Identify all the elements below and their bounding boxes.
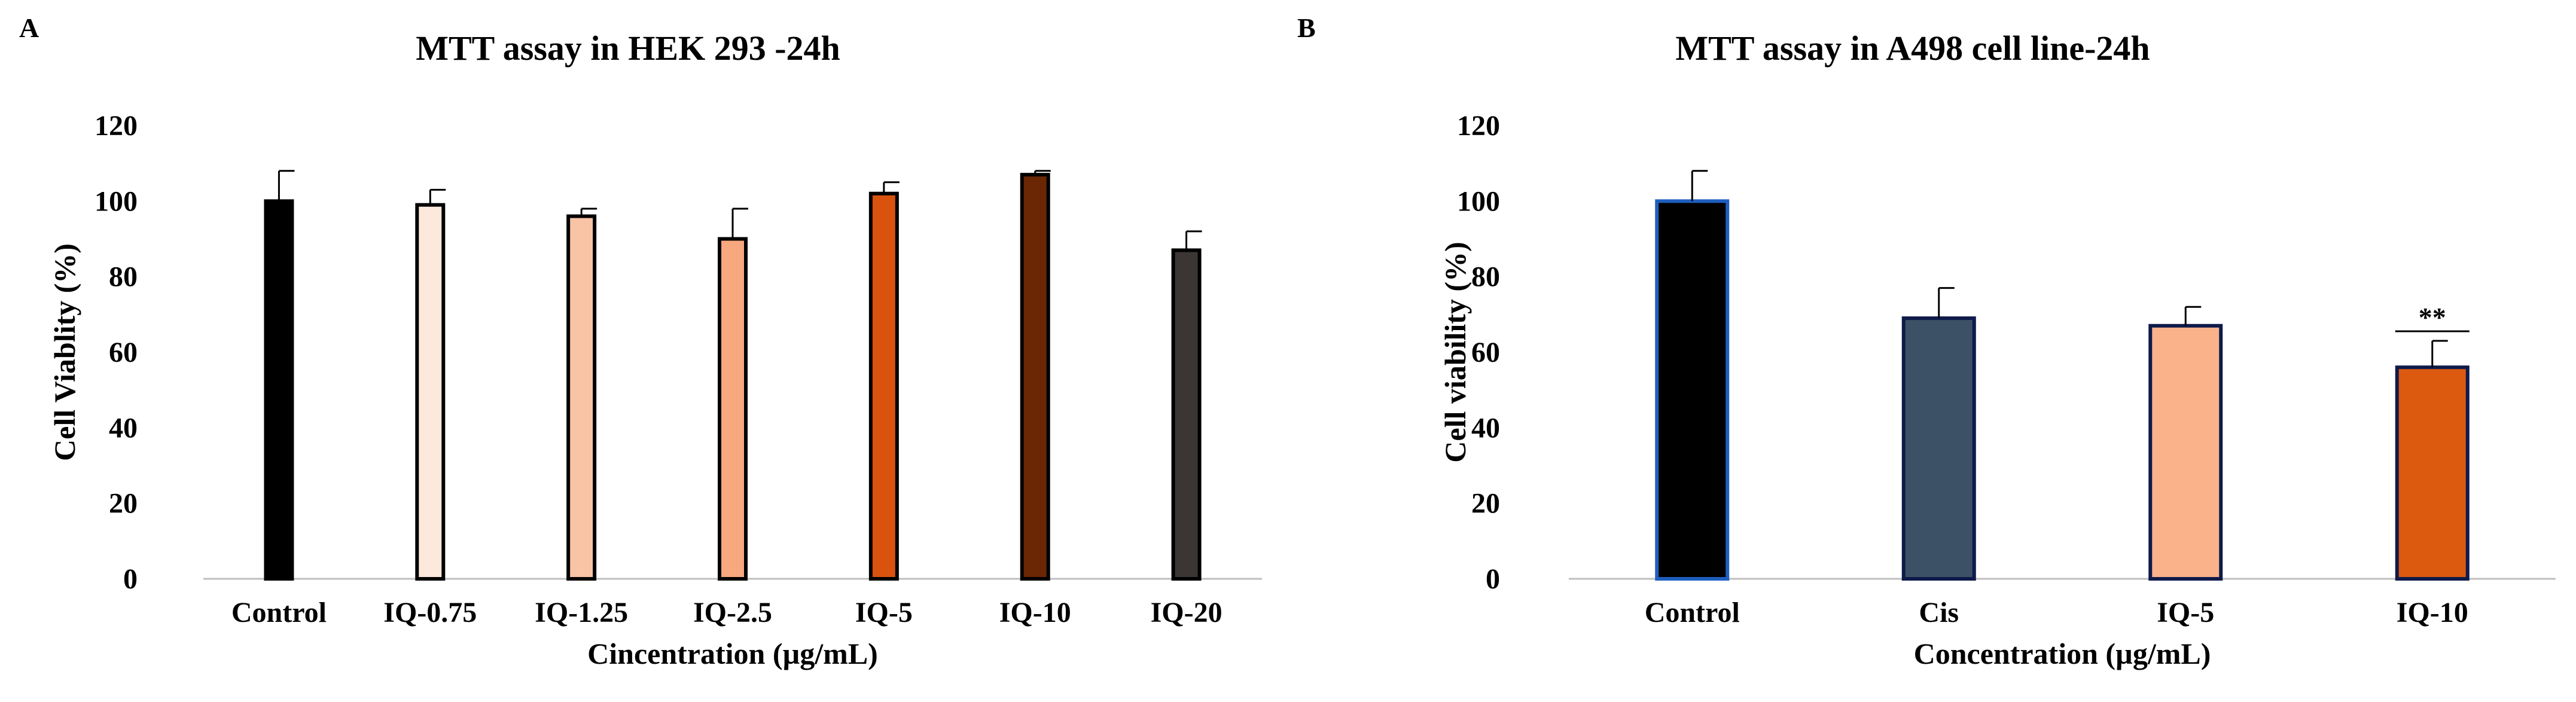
- bar: [415, 203, 446, 581]
- chart-title: MTT assay in A498 cell line-24h: [1675, 29, 2150, 68]
- bar: [2395, 365, 2470, 581]
- y-tick-label: 0: [1486, 563, 1500, 595]
- y-tick-label: 120: [94, 110, 138, 142]
- chart-panel-b: B MTT assay in A498 cell line-24h 0 20 40 60 8…: [1288, 0, 2576, 702]
- chart-svg: A MTT assay in HEK 293 -24h 0 20 40 60 80 100 12…: [19, 13, 1262, 670]
- chart-svg: B MTT assay in A498 cell line-24h 0 20 40 60 8…: [1297, 13, 2556, 670]
- x-tick-label: IQ-0.75: [383, 597, 477, 628]
- x-tick-label: IQ-5: [855, 597, 913, 628]
- significance-marker: **: [2419, 302, 2446, 332]
- chart-title: MTT assay in HEK 293 -24h: [416, 29, 840, 68]
- y-tick-label: 0: [123, 563, 138, 595]
- x-tick-label: IQ-10: [999, 597, 1071, 628]
- x-axis-label: Concentration (µg/mL): [1914, 637, 2211, 670]
- y-tick-label: 80: [109, 261, 138, 293]
- bar: [1655, 199, 1730, 581]
- y-tick-label: 80: [1471, 261, 1500, 293]
- y-axis-label: Cell viability (%): [1438, 242, 1472, 462]
- bar: [566, 214, 597, 581]
- bar: [264, 199, 294, 581]
- y-tick-label: 20: [1471, 488, 1500, 520]
- bar: [1020, 173, 1050, 581]
- x-tick-label: IQ-5: [2157, 597, 2214, 628]
- y-tick-label: 60: [109, 337, 138, 368]
- y-tick-label: 60: [1471, 337, 1500, 368]
- x-tick-label: Cis: [1919, 597, 1959, 628]
- y-tick-label: 20: [109, 488, 138, 520]
- bar: [1901, 316, 1976, 581]
- y-tick-label: 100: [1457, 185, 1500, 217]
- bar: [1171, 248, 1202, 581]
- y-axis-label: Cell Viablity (%): [48, 243, 81, 461]
- x-tick-label: IQ-20: [1151, 597, 1223, 628]
- x-tick-label: IQ-10: [2397, 597, 2468, 628]
- y-tick-label: 120: [1457, 110, 1500, 142]
- chart-panel-a: A MTT assay in HEK 293 -24h 0 20 40 60 80 100 12…: [19, 13, 1262, 670]
- x-tick-label: IQ-1.25: [535, 597, 628, 628]
- bar: [2148, 323, 2223, 581]
- x-axis-label: Cincentration (µg/mL): [587, 637, 878, 670]
- y-tick-label: 40: [109, 412, 138, 444]
- panel-letter: A: [19, 13, 39, 43]
- bar: [868, 191, 899, 581]
- bar: [718, 237, 748, 581]
- x-tick-label: Control: [1645, 597, 1740, 628]
- y-tick-label: 100: [94, 185, 138, 217]
- x-tick-label: IQ-2.5: [693, 597, 772, 628]
- x-tick-label: Control: [231, 597, 327, 628]
- y-tick-label: 40: [1471, 412, 1500, 444]
- panel-letter: B: [1297, 13, 1316, 43]
